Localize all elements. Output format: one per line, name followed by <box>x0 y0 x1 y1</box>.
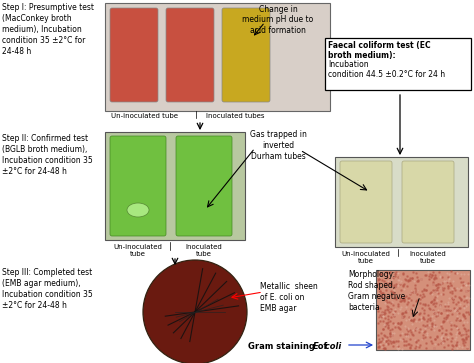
Text: Gram staining of: Gram staining of <box>248 342 330 351</box>
Circle shape <box>143 260 247 363</box>
Text: Morphology:
Rod shaped,
Gram negative
bacteria: Morphology: Rod shaped, Gram negative ba… <box>348 270 405 312</box>
Bar <box>376 270 470 350</box>
FancyBboxPatch shape <box>340 161 392 243</box>
Text: Un-inoculated tube: Un-inoculated tube <box>111 113 179 119</box>
Text: Inoculated tubes: Inoculated tubes <box>206 113 264 119</box>
Text: Inoculated
tube: Inoculated tube <box>186 244 222 257</box>
Text: E. coli: E. coli <box>313 342 341 351</box>
Text: Step II: Confirmed test
(BGLB broth medium),
Incubation condition 35
±2°C for 24: Step II: Confirmed test (BGLB broth medi… <box>2 134 93 176</box>
Text: Inoculated
tube: Inoculated tube <box>410 251 447 264</box>
FancyBboxPatch shape <box>222 8 270 102</box>
Text: Change in
medium pH due to
acid formation: Change in medium pH due to acid formatio… <box>242 5 314 35</box>
FancyBboxPatch shape <box>166 8 214 102</box>
Bar <box>335 157 468 247</box>
Text: Un-inoculated
tube: Un-inoculated tube <box>114 244 163 257</box>
Bar <box>105 3 330 111</box>
Text: Gas trapped in
inverted
Durham tubes: Gas trapped in inverted Durham tubes <box>250 130 306 161</box>
FancyBboxPatch shape <box>110 136 166 236</box>
FancyBboxPatch shape <box>402 161 454 243</box>
Text: Step I: Presumptive test
(MacConkey broth
medium), Incubation
condition 35 ±2°C : Step I: Presumptive test (MacConkey brot… <box>2 3 94 56</box>
FancyBboxPatch shape <box>110 8 158 102</box>
Text: Metallic  sheen
of E. coli on
EMB agar: Metallic sheen of E. coli on EMB agar <box>260 282 318 313</box>
Ellipse shape <box>127 203 149 217</box>
FancyBboxPatch shape <box>176 136 232 236</box>
Bar <box>105 132 245 240</box>
Text: Un-inoculated
tube: Un-inoculated tube <box>342 251 391 264</box>
Text: Faecal coliform test (EC
broth medium):: Faecal coliform test (EC broth medium): <box>328 41 430 60</box>
Text: Step III: Completed test
(EMB agar medium),
Incubation condition 35
±2°C for 24-: Step III: Completed test (EMB agar mediu… <box>2 268 93 310</box>
Bar <box>325 38 471 90</box>
Text: Incubation
condition 44.5 ±0.2°C for 24 h: Incubation condition 44.5 ±0.2°C for 24 … <box>328 60 445 79</box>
